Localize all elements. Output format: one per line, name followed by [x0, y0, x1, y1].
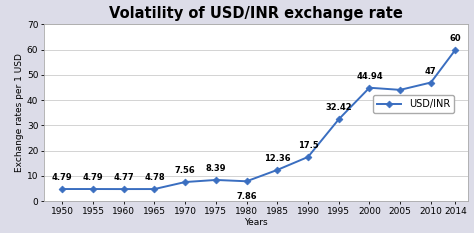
Text: 17.5: 17.5 [298, 141, 319, 150]
Text: 4.79: 4.79 [52, 173, 73, 182]
Line: USD/INR: USD/INR [60, 47, 458, 192]
Text: 8.39: 8.39 [206, 164, 226, 173]
USD/INR [305, 156, 311, 158]
USD/INR [182, 181, 188, 183]
USD/INR [397, 89, 403, 91]
Text: 4.79: 4.79 [82, 173, 103, 182]
USD/INR [244, 180, 249, 183]
Text: 7.86: 7.86 [236, 192, 257, 201]
USD/INR [428, 81, 434, 84]
Text: 4.77: 4.77 [113, 173, 134, 182]
USD/INR [453, 48, 458, 51]
USD/INR [274, 168, 280, 171]
Text: 44.09: 44.09 [383, 102, 409, 111]
Legend: USD/INR: USD/INR [373, 95, 455, 113]
USD/INR [336, 118, 342, 121]
USD/INR [366, 86, 372, 89]
USD/INR [213, 178, 219, 181]
Text: 12.36: 12.36 [264, 154, 291, 163]
USD/INR [59, 188, 65, 190]
USD/INR [90, 188, 96, 190]
Text: 47: 47 [425, 67, 437, 75]
Text: 4.78: 4.78 [144, 173, 165, 182]
X-axis label: Years: Years [244, 219, 268, 227]
USD/INR [121, 188, 127, 190]
Text: 7.56: 7.56 [175, 166, 196, 175]
Title: Volatility of USD/INR exchange rate: Volatility of USD/INR exchange rate [109, 6, 403, 21]
Text: 32.42: 32.42 [326, 103, 352, 112]
Y-axis label: Exchange rates per 1 USD: Exchange rates per 1 USD [15, 53, 24, 172]
Text: 60: 60 [450, 34, 461, 43]
USD/INR [152, 188, 157, 190]
Text: 44.94: 44.94 [356, 72, 383, 81]
